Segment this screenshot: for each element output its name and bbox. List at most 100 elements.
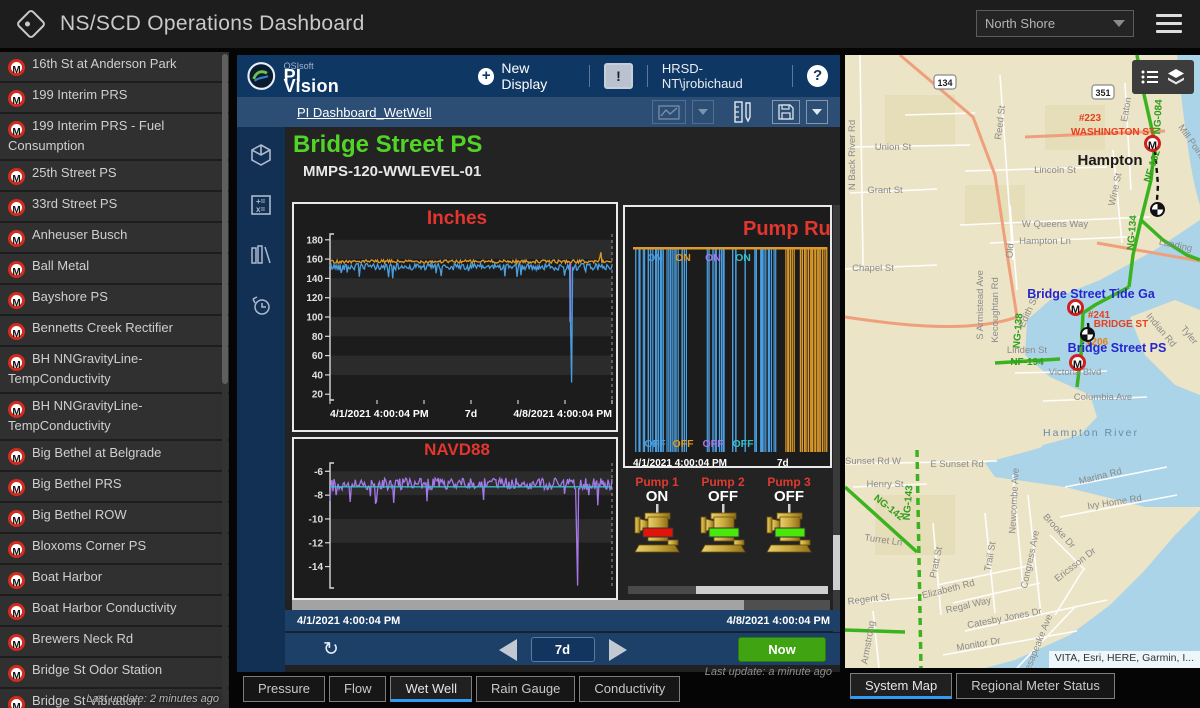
station-title: Bridge Street PS — [293, 131, 483, 158]
map-meter-marker[interactable]: M — [1069, 354, 1086, 371]
region-dropdown[interactable]: North Shore — [976, 10, 1134, 37]
logged-in-user: HRSD-NT\jrobichaud — [661, 61, 743, 91]
svg-text:Grant St: Grant St — [867, 185, 903, 196]
station-list-item[interactable]: M Bloxoms Corner PS — [0, 534, 229, 565]
station-list-item[interactable]: M 16th St at Anderson Park — [0, 52, 229, 83]
pump-indicator[interactable]: Pump 1 ON — [626, 475, 688, 561]
events-clock-icon[interactable] — [249, 293, 273, 317]
station-list-item[interactable]: M Bennetts Creek Rectifier — [0, 316, 229, 347]
map-tab-regional-meter-status[interactable]: Regional Meter Status — [956, 673, 1115, 699]
meter-icon: M — [8, 479, 25, 496]
svg-text:OFF: OFF — [703, 438, 725, 450]
tab-wet-well[interactable]: Wet Well — [390, 676, 473, 702]
svg-text:W Queens Way: W Queens Way — [1022, 219, 1088, 230]
calculation-icon[interactable]: +=x= — [249, 193, 273, 217]
pump-run-chart[interactable]: Pump Run ON ON ON ON OFF OFF OFF OFF 4/1/2021 4:0… — [623, 205, 832, 468]
station-list-item[interactable]: M Bridge St Vibration — [0, 689, 229, 708]
svg-text:7d: 7d — [777, 458, 789, 468]
meter-icon: M — [8, 323, 25, 340]
station-list-item[interactable]: M BH NNGravityLine-TempConductivity — [0, 394, 229, 441]
sidebar-scrollbar[interactable] — [222, 54, 228, 704]
svg-text:120: 120 — [306, 293, 323, 304]
svg-text:ON: ON — [705, 252, 721, 264]
svg-text:Lincoln St: Lincoln St — [1034, 165, 1076, 176]
station-sidebar: M 16th St at Anderson Park M 199 Interim PR… — [0, 52, 229, 708]
svg-text:Inches: Inches — [427, 208, 487, 229]
library-icon[interactable] — [249, 243, 273, 267]
app-header: NS/SCD Operations Dashboard North Shore — [0, 0, 1200, 48]
station-list-item[interactable]: M 199 Interim PRS — [0, 83, 229, 114]
save-dropdown-icon[interactable] — [806, 100, 828, 124]
trend-tool-icon[interactable] — [652, 100, 686, 124]
display-breadcrumb-link[interactable]: PI Dashboard_WetWell — [297, 104, 432, 120]
map-controls[interactable] — [1132, 60, 1194, 94]
meter-icon: M — [8, 401, 25, 418]
system-map[interactable]: 134 351 N Back River Rd Reed St Union St Gran… — [845, 55, 1200, 668]
station-list-item[interactable]: M 199 Interim PRS - Fuel Consumption — [0, 114, 229, 161]
new-display-button[interactable]: + New Display — [478, 60, 575, 92]
assets-cube-icon[interactable] — [249, 143, 273, 167]
osisoft-logo-icon — [247, 62, 276, 90]
layers-icon[interactable] — [1167, 68, 1185, 86]
svg-text:Eaton: Eaton — [1119, 96, 1134, 122]
station-list-item[interactable]: M Bayshore PS — [0, 285, 229, 316]
station-list-item[interactable]: M Brewers Neck Rd — [0, 627, 229, 658]
tab-conductivity[interactable]: Conductivity — [579, 676, 681, 702]
map-canvas[interactable]: 134 351 N Back River Rd Reed St Union St Gran… — [845, 55, 1200, 668]
svg-text:OFF: OFF — [673, 438, 695, 450]
pump-name: Pump 1 — [635, 475, 679, 489]
time-back-button[interactable] — [498, 638, 517, 661]
station-list-item[interactable]: M Big Bethel ROW — [0, 503, 229, 534]
display-vertical-scrollbar[interactable] — [833, 205, 840, 663]
pump-name: Pump 2 — [701, 475, 745, 489]
svg-text:7d: 7d — [465, 408, 477, 420]
station-list-item[interactable]: M Anheuser Busch — [0, 223, 229, 254]
trend-dropdown-icon[interactable] — [692, 100, 714, 124]
timeline-start: 4/1/2021 4:00:04 PM — [297, 614, 401, 627]
meter-icon: M — [8, 59, 25, 76]
svg-text:-14: -14 — [309, 562, 324, 573]
pump-horizontal-scrollbar[interactable] — [628, 586, 828, 594]
map-meter-marker[interactable]: M — [1067, 299, 1084, 316]
legend-icon[interactable] — [1141, 69, 1159, 85]
tag-icon — [15, 8, 47, 40]
meter-icon: M — [8, 541, 25, 558]
station-list-item[interactable]: M 25th Street PS — [0, 161, 229, 192]
svg-text:4/1/2021 4:00:04 PM: 4/1/2021 4:00:04 PM — [633, 458, 727, 468]
annotate-ruler-icon[interactable] — [734, 100, 752, 124]
region-dropdown-value: North Shore — [985, 16, 1056, 31]
station-list-item[interactable]: M Big Bethel at Belgrade — [0, 441, 229, 472]
feedback-icon[interactable]: ! — [604, 63, 633, 89]
time-forward-button[interactable] — [608, 638, 627, 661]
now-button[interactable]: Now — [738, 637, 826, 662]
meter-icon: M — [8, 90, 25, 107]
help-icon[interactable]: ? — [807, 65, 829, 87]
pump-indicator[interactable]: Pump 2 OFF — [692, 475, 754, 561]
map-meter-marker[interactable]: M — [1144, 135, 1161, 152]
time-range-button[interactable]: 7d — [530, 637, 595, 662]
pump-indicator[interactable]: Pump 3 OFF — [758, 475, 820, 561]
tab-rain-gauge[interactable]: Rain Gauge — [476, 676, 576, 702]
svg-text:134: 134 — [937, 78, 952, 88]
navd88-trend-chart[interactable]: NAVD88 -6 -8 -10 -12 -14 — [292, 437, 618, 600]
station-list-item[interactable]: M Bridge St Odor Station — [0, 658, 229, 689]
menu-icon[interactable] — [1156, 14, 1182, 33]
svg-text:100: 100 — [306, 313, 323, 324]
timeline-scrollbar[interactable] — [292, 600, 830, 610]
station-list-item[interactable]: M 33rd Street PS — [0, 192, 229, 223]
station-list-item[interactable]: M Boat Harbor Conductivity — [0, 596, 229, 627]
svg-text:Linden St: Linden St — [1007, 345, 1048, 356]
svg-text:NG-138: NG-138 — [1012, 312, 1026, 348]
inches-trend-chart[interactable]: Inches 180 160 140 120 100 80 60 40 20 4/1/2021 4:… — [292, 202, 618, 432]
tab-flow[interactable]: Flow — [329, 676, 387, 702]
save-icon[interactable] — [772, 100, 800, 124]
station-list-item[interactable]: M Boat Harbor — [0, 565, 229, 596]
map-tab-system-map[interactable]: System Map — [850, 673, 953, 699]
svg-text:Regent St: Regent St — [847, 591, 891, 607]
station-list-item[interactable]: M BH NNGravityLine-TempConductivity — [0, 347, 229, 394]
pump-state-value: ON — [645, 488, 669, 505]
svg-text:Victoria Blvd: Victoria Blvd — [1049, 367, 1102, 378]
tab-pressure[interactable]: Pressure — [243, 676, 326, 702]
station-list-item[interactable]: M Ball Metal — [0, 254, 229, 285]
station-list-item[interactable]: M Big Bethel PRS — [0, 472, 229, 503]
